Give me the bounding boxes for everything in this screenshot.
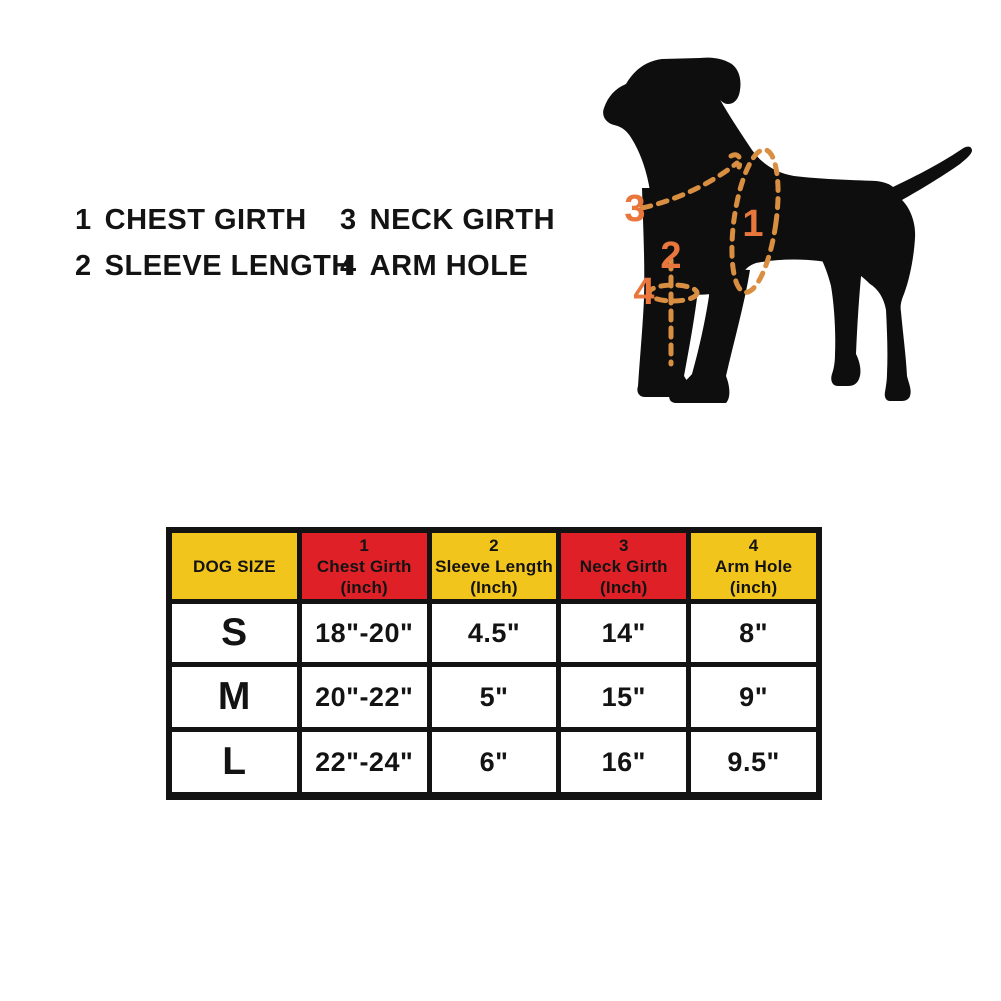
measurement-dashes (639, 147, 781, 367)
cell-size-l: L (172, 732, 297, 792)
chest-girth-ellipse (729, 147, 781, 295)
cell-m-chest-girth: 20"-22" (301, 667, 427, 727)
header-arm-hole: 4 Arm Hole (inch) (691, 533, 816, 599)
legend-item-neck-girth: 3 NECK GIRTH (340, 204, 555, 236)
neck-girth-line (639, 160, 740, 211)
header-unit: (inch) (729, 577, 778, 597)
legend-label: CHEST GIRTH (104, 204, 307, 236)
header-number: 2 (489, 535, 499, 555)
dog-silhouette (603, 57, 972, 402)
cell-s-sleeve-length: 4.5" (431, 604, 557, 662)
cell-l-arm-hole: 9.5" (691, 732, 816, 792)
legend-label: SLEEVE LENGTH (104, 250, 353, 282)
legend-number: 1 (75, 204, 92, 236)
cell-size-s: S (172, 604, 297, 662)
header-neck-girth: 3 Neck Girth (Inch) (561, 533, 687, 599)
dog-front-leg-far (669, 268, 750, 403)
header-name: Sleeve Length (435, 556, 553, 576)
cell-s-neck-girth: 14" (561, 604, 687, 662)
cell-m-sleeve-length: 5" (431, 667, 557, 727)
cell-l-chest-girth: 22"-24" (301, 732, 427, 792)
header-unit: (Inch) (470, 577, 518, 597)
dog-front-leg-near (637, 188, 700, 397)
cell-size-m: M (172, 667, 297, 727)
neck-girth-curl (728, 152, 743, 170)
legend-number: 2 (75, 250, 92, 282)
header-dog-size: DOG SIZE (172, 533, 297, 599)
header-sleeve-length: 2 Sleeve Length (Inch) (431, 533, 557, 599)
header-name: Chest Girth (316, 556, 412, 576)
marker-2-sleeve: 2 (660, 235, 681, 277)
marker-numbers: 3 1 2 4 (624, 188, 763, 313)
marker-3-neck: 3 (624, 188, 645, 230)
marker-4-armhole: 4 (633, 271, 654, 313)
header-unit: (Inch) (600, 577, 648, 597)
legend-item-chest-girth: 1 CHEST GIRTH (75, 204, 340, 236)
dog-rear-leg-far (820, 256, 862, 386)
size-table: DOG SIZE 1 Chest Girth (inch) 2 Sleeve L… (166, 527, 822, 800)
header-name: DOG SIZE (192, 556, 276, 576)
legend-label: NECK GIRTH (369, 204, 556, 236)
legend-number: 4 (340, 250, 357, 282)
measurement-legend: 1 CHEST GIRTH 3 NECK GIRTH 2 SLEEVE LENGTH … (75, 204, 555, 282)
marker-1-chest: 1 (742, 203, 763, 245)
header-number: 4 (748, 535, 759, 555)
cell-s-arm-hole: 8" (691, 604, 816, 662)
legend-number: 3 (340, 204, 357, 236)
header-number: 3 (618, 535, 629, 555)
header-name: Arm Hole (715, 556, 793, 576)
cell-m-arm-hole: 9" (691, 667, 816, 727)
header-number: 1 (359, 535, 370, 555)
legend-item-arm-hole: 4 ARM HOLE (340, 250, 555, 282)
legend-label: ARM HOLE (369, 250, 529, 282)
header-name: Neck Girth (579, 556, 668, 576)
cell-l-neck-girth: 16" (561, 732, 687, 792)
cell-s-chest-girth: 18"-20" (301, 604, 427, 662)
cell-m-neck-girth: 15" (561, 667, 687, 727)
header-chest-girth: 1 Chest Girth (inch) (301, 533, 427, 599)
cell-l-sleeve-length: 6" (431, 732, 557, 792)
arm-hole-arc (646, 282, 700, 304)
dog-diagram-svg: 3 1 2 4 (603, 57, 972, 403)
legend-item-sleeve-length: 2 SLEEVE LENGTH (75, 250, 352, 282)
dog-measurement-diagram: 3 1 2 4 (588, 46, 988, 418)
header-unit: (inch) (340, 577, 388, 597)
